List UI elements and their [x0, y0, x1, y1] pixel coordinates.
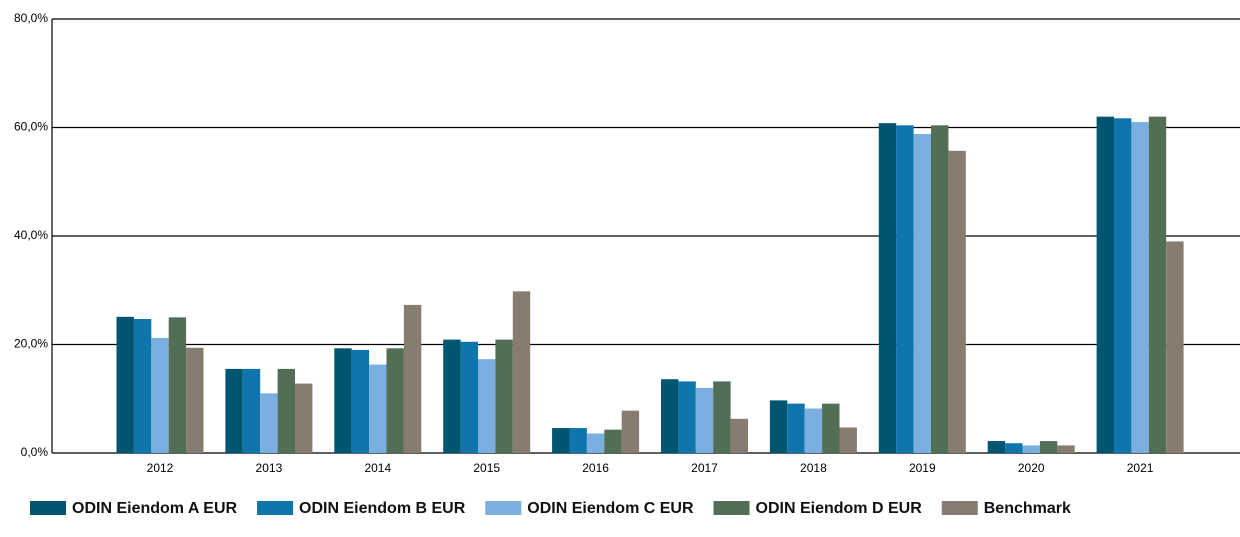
x-tick-label: 2018 — [800, 461, 827, 475]
bar — [661, 379, 679, 453]
bar — [787, 403, 805, 453]
bar — [151, 337, 169, 453]
bar — [186, 347, 204, 453]
bar — [769, 400, 788, 453]
x-tick-label: 2021 — [1127, 461, 1154, 475]
legend-label: ODIN Eiendom D EUR — [756, 500, 923, 517]
bar — [351, 349, 370, 453]
legend-label: ODIN Eiendom B EUR — [299, 500, 466, 517]
bar — [604, 429, 622, 453]
x-tick-label: 2020 — [1018, 461, 1045, 475]
y-tick-label: 60,0% — [14, 120, 48, 134]
y-tick-label: 0,0% — [21, 445, 49, 459]
bar — [478, 359, 496, 453]
bar — [913, 134, 931, 453]
bar — [277, 368, 295, 453]
bar — [1005, 443, 1023, 453]
x-tick-label: 2016 — [582, 461, 609, 475]
bar — [1166, 241, 1184, 453]
bar — [116, 316, 134, 453]
bar — [1096, 116, 1114, 454]
bar — [260, 393, 278, 453]
bar — [334, 348, 352, 453]
bar — [804, 408, 823, 453]
bar — [295, 383, 313, 453]
y-tick-label: 40,0% — [14, 228, 48, 242]
bar — [1039, 441, 1058, 453]
bar — [369, 364, 387, 453]
y-tick-label: 80,0% — [14, 11, 48, 25]
bar — [168, 317, 187, 453]
x-tick-label: 2014 — [364, 461, 391, 475]
bar — [695, 387, 714, 453]
bar — [896, 125, 914, 453]
legend-swatch — [941, 501, 978, 515]
bar — [931, 125, 949, 453]
bar — [948, 150, 966, 453]
bar — [822, 403, 840, 453]
legend-swatch — [485, 501, 522, 515]
bar — [586, 433, 605, 453]
x-tick-label: 2017 — [691, 461, 718, 475]
bar — [987, 441, 1006, 453]
bar — [1131, 122, 1149, 453]
bar — [403, 304, 422, 453]
bar — [242, 368, 261, 453]
legend-label: ODIN Eiendom A EUR — [72, 500, 237, 517]
x-tick-label: 2013 — [256, 461, 283, 475]
bar — [443, 339, 461, 453]
bar — [225, 368, 243, 453]
bar — [1057, 445, 1075, 453]
x-tick-label: 2015 — [473, 461, 500, 475]
y-tick-label: 20,0% — [14, 337, 48, 351]
bar — [552, 428, 570, 453]
bar — [512, 291, 531, 453]
x-tick-label: 2012 — [147, 461, 174, 475]
bar — [133, 319, 152, 453]
bar — [1114, 118, 1132, 453]
legend-label: Benchmark — [984, 500, 1071, 517]
bar — [386, 348, 404, 453]
bar — [1148, 116, 1167, 454]
bar — [713, 381, 731, 453]
bar — [569, 428, 587, 453]
legend-swatch — [257, 501, 294, 515]
bar — [839, 427, 857, 453]
bar — [495, 339, 513, 453]
bar — [460, 341, 478, 453]
x-tick-label: 2019 — [909, 461, 936, 475]
bar — [1022, 445, 1040, 453]
legend-swatch — [30, 501, 66, 515]
legend-swatch — [713, 501, 750, 515]
bar — [621, 410, 640, 453]
bar — [730, 418, 748, 453]
bar — [878, 123, 897, 453]
legend-label: ODIN Eiendom C EUR — [527, 500, 694, 517]
bar — [678, 381, 696, 453]
